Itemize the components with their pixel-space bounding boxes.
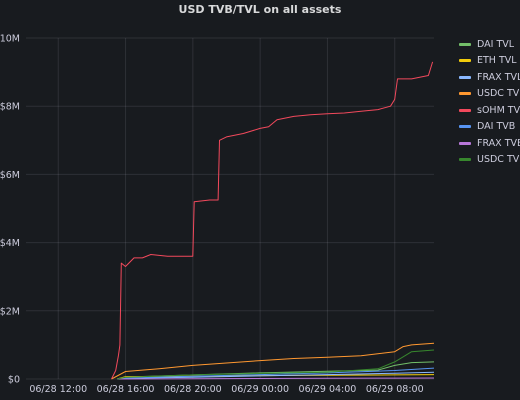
legend-label: FRAX TVB: [477, 137, 520, 149]
legend-swatch: [459, 125, 471, 129]
y-tick-label: $0: [8, 375, 20, 386]
x-tick-label: 06/28 20:00: [164, 384, 222, 395]
series-line-frax-tvb: [117, 377, 435, 380]
legend-item[interactable]: FRAX TVL: [459, 69, 520, 86]
plot-area: $0 $2M $4M $6M $8M $10M 06/28 12:00 06/28 16:00…: [0, 34, 435, 396]
legend-item[interactable]: USDC TVB: [459, 152, 520, 169]
legend-label: sOHM TVL: [477, 104, 520, 116]
axis-labels: $0 $2M $4M $6M $8M $10M 06/28 12:00 06/28 16:00…: [0, 34, 424, 396]
y-tick-label: $2M: [0, 306, 20, 317]
series-lines: [111, 61, 435, 380]
y-tick-label: $10M: [0, 34, 20, 45]
x-tick-label: 06/28 12:00: [29, 384, 87, 395]
legend-swatch: [459, 92, 471, 96]
series-line-usdc-tvb: [117, 349, 435, 380]
legend-label: DAI TVB: [477, 121, 516, 133]
grid: [26, 37, 434, 380]
legend-item[interactable]: USDC TVL: [459, 86, 520, 103]
legend-item[interactable]: FRAX TVB: [459, 135, 520, 152]
legend-label: DAI TVL: [477, 38, 515, 50]
legend-label: ETH TVL: [477, 55, 517, 67]
x-tick-label: 06/29 04:00: [299, 384, 357, 395]
series-line-usdc-tvl: [111, 342, 435, 380]
legend-swatch: [459, 141, 471, 145]
y-tick-label: $8M: [0, 102, 20, 113]
legend-swatch: [459, 42, 471, 46]
legend-swatch: [459, 75, 471, 79]
legend-swatch: [459, 59, 471, 63]
legend-swatch: [459, 158, 471, 162]
x-tick-label: 06/29 00:00: [231, 384, 289, 395]
legend-item[interactable]: DAI TVL: [459, 36, 520, 53]
legend-swatch: [459, 108, 471, 112]
legend-item[interactable]: ETH TVL: [459, 53, 520, 70]
x-tick-label: 06/28 16:00: [97, 384, 155, 395]
legend-label: USDC TVB: [477, 154, 520, 166]
legend-label: USDC TVL: [477, 88, 520, 100]
legend-item[interactable]: sOHM TVL: [459, 102, 520, 119]
x-tick-label: 06/29 08:00: [366, 384, 424, 395]
series-line-dai-tvb: [117, 367, 435, 380]
series-line-sohm-tvl: [111, 61, 434, 380]
legend-label: FRAX TVL: [477, 71, 520, 83]
legend: DAI TVL ETH TVL FRAX TVL USDC TVL sOHM TVL DA…: [459, 36, 520, 168]
legend-item[interactable]: DAI TVB: [459, 119, 520, 136]
y-tick-label: $6M: [0, 170, 20, 181]
chart-title: USD TVB/TVL on all assets: [178, 3, 342, 16]
y-tick-label: $4M: [0, 238, 20, 249]
